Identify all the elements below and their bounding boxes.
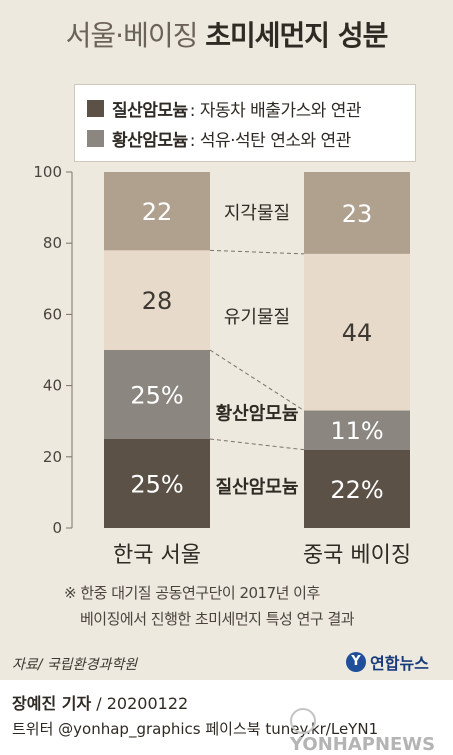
bar-value-label-1-0: 25% — [130, 382, 183, 410]
legend-swatch-sulfate — [87, 129, 104, 147]
watermark-text: YONHAPNEWS — [290, 734, 436, 755]
legend-name-sulfate: 황산암모늄 — [112, 130, 188, 151]
legend-name-nitrate: 질산암모늄 — [112, 100, 188, 121]
yonhap-logo: Y 연합뉴스 — [346, 650, 429, 674]
y-tick-label-80: 80 — [43, 234, 62, 252]
footer-social: 트위터 @yonhap_graphics 페이스북 tuney.kr/LeYN1 — [12, 720, 379, 738]
reporter-name: 장예진 기자 — [12, 694, 92, 713]
note-line-2: 베이징에서 진행한 초미세먼지 특성 연구 결과 — [80, 610, 355, 628]
watermark: YONHAPNEWS — [290, 708, 453, 755]
legend-item-sulfate: 황산암모늄 : 석유·석탄 연소와 연관 — [87, 125, 351, 151]
bar-value-label-2-1: 44 — [342, 319, 373, 347]
bar-segment-0-0 — [104, 439, 210, 528]
middle-label-1: 황산암모늄 — [216, 403, 299, 424]
bar-value-label-3-0: 22 — [142, 198, 173, 226]
connector-line-3 — [209, 249, 305, 255]
category-label-1: 중국 베이징 — [303, 543, 411, 568]
y-tick-label-60: 60 — [43, 305, 62, 323]
category-label-0: 한국 서울 — [113, 543, 201, 568]
yonhap-logo-text: 연합뉴스 — [370, 654, 429, 673]
yonhap-logo-icon: Y — [346, 652, 366, 672]
footer-byline: 장예진 기자 / 20200122 — [12, 690, 188, 714]
bar-segment-0-1 — [304, 449, 410, 528]
bar-segment-1-1 — [304, 410, 410, 450]
publish-date: / 20200122 — [91, 694, 189, 713]
middle-label-0: 질산암모늄 — [216, 477, 299, 498]
page-title: 서울·베이징 초미세먼지 성분 — [0, 14, 453, 54]
y-tick-label-100: 100 — [33, 163, 62, 181]
bar-segment-2-0 — [104, 250, 210, 350]
infographic-panel: 서울·베이징 초미세먼지 성분 질산암모늄 : 자동차 배출가스와 연관 황산암… — [0, 0, 453, 680]
y-tick-label-20: 20 — [43, 448, 62, 466]
source-credit: 자료/ 국립환경과학원 — [12, 657, 138, 673]
bar-segment-2-1 — [304, 253, 410, 411]
bar-segment-1-0 — [104, 350, 210, 439]
bar-segment-3-0 — [104, 172, 210, 251]
bar-value-label-1-1: 11% — [330, 417, 383, 445]
bar-value-label-3-1: 23 — [342, 200, 373, 228]
legend-item-nitrate: 질산암모늄 : 자동차 배출가스와 연관 — [87, 95, 362, 121]
bar-value-label-0-1: 22% — [330, 476, 383, 504]
y-tick-label-40: 40 — [43, 377, 62, 395]
legend-swatch-nitrate — [87, 99, 104, 117]
watermark-circle-icon — [290, 708, 316, 734]
chart-legend: 질산암모늄 : 자동차 배출가스와 연관 황산암모늄 : 석유·석탄 연소와 연… — [74, 84, 416, 162]
legend-desc-nitrate: : 자동차 배출가스와 연관 — [189, 100, 362, 121]
bar-segment-3-1 — [304, 172, 410, 254]
stacked-bar-chart: 0 20 40 60 80 100 25% 22% 25% 11% 28 44 22 23 질산암모늄 황산암… — [33, 163, 411, 568]
bar-value-label-0-0: 25% — [130, 471, 183, 499]
note-line-1: ※ 한중 대기질 공동연구단이 2017년 이후 — [64, 584, 320, 602]
y-tick-label-0: 0 — [52, 519, 62, 537]
bar-value-label-2-0: 28 — [142, 287, 173, 315]
connector-line-1 — [209, 438, 305, 451]
legend-desc-sulfate: : 석유·석탄 연소와 연관 — [189, 130, 352, 151]
middle-label-3: 지각물질 — [224, 203, 290, 224]
middle-label-2: 유기물질 — [224, 307, 290, 328]
title-part1: 서울·베이징 — [65, 19, 199, 52]
title-part2: 초미세먼지 성분 — [205, 19, 388, 52]
connector-line-2 — [209, 349, 305, 411]
